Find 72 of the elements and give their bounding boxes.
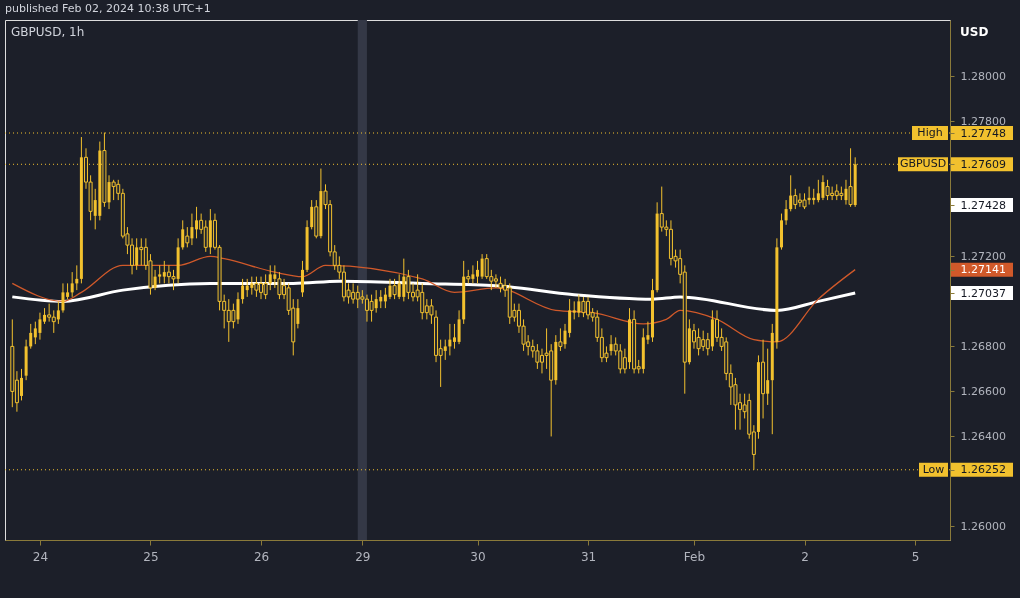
candlestick (241, 278, 245, 305)
candlestick (816, 179, 820, 203)
y-tick-label: 1.26600 (960, 384, 1006, 398)
candlestick (254, 276, 259, 298)
x-tick-label: Feb (683, 549, 706, 564)
candlestick (715, 309, 720, 343)
candlestick (733, 377, 738, 431)
candlestick (56, 300, 60, 325)
candlestick (70, 271, 74, 298)
x-tick-label: 25 (143, 549, 159, 564)
candlestick (33, 321, 37, 345)
candlestick (789, 174, 793, 212)
candlestick (47, 303, 52, 323)
candlestick (300, 260, 304, 298)
candlestick (185, 226, 190, 248)
text: published Feb 02, 2024 10:38 UTC+1 (5, 2, 211, 15)
y-tick-label: 1.27428 (960, 198, 1006, 212)
candlestick (457, 309, 461, 345)
candlestick (793, 188, 798, 210)
y-tick-label: 1.27800 (960, 114, 1006, 128)
candlestick (369, 294, 374, 323)
y-tick-label: 1.27141 (960, 263, 1006, 277)
y-tick-label: 1.28000 (960, 69, 1006, 83)
y-tick-label: 1.27037 (960, 286, 1006, 300)
candlestick (158, 264, 162, 284)
y-tick-label: 1.27200 (960, 249, 1006, 263)
candlestick (443, 339, 447, 361)
candlestick (476, 260, 479, 284)
candlestick (392, 278, 397, 300)
candlestick (29, 323, 33, 350)
x-tick-label: 24 (32, 549, 49, 564)
candlestick (784, 199, 788, 226)
y-tick-label: 1.26252 (960, 463, 1006, 477)
candlestick (406, 269, 411, 300)
x-tick-label: 31 (580, 549, 597, 564)
candlestick (535, 343, 540, 370)
candlestick (51, 309, 56, 334)
candlestick (448, 323, 452, 356)
candlestick (581, 296, 586, 318)
candlestick (618, 343, 623, 374)
candlestick (277, 271, 282, 300)
x-tick-label: 2 (801, 549, 809, 564)
candlestick (268, 264, 272, 291)
ref-line-label: High (917, 126, 943, 139)
x-tick-label: 30 (470, 549, 486, 564)
candlestick (484, 253, 489, 280)
candlestick (139, 237, 144, 266)
x-tick-label: 26 (253, 549, 270, 564)
line-series (11, 255, 856, 343)
y-tick-label: 1.26800 (960, 339, 1006, 353)
candlestick (696, 327, 701, 356)
y-tick-label: 1.26400 (960, 429, 1006, 443)
candlestick (572, 300, 576, 320)
y-tick-label: 1.27609 (960, 157, 1006, 171)
y-axis-title: USD (960, 25, 989, 39)
line-series (10, 279, 857, 312)
ref-line-label: GBPUSD (899, 157, 947, 171)
candlestick (203, 219, 208, 253)
chart-title: GBPUSD, 1h (11, 25, 85, 39)
candlestick (383, 287, 387, 309)
candlestick (452, 323, 456, 350)
y-tick-label: 1.26000 (960, 519, 1006, 533)
candlestick (61, 282, 65, 314)
candlestick (195, 206, 199, 239)
x-tick-label: 5 (911, 549, 920, 564)
candlestick (181, 219, 185, 251)
y-tick-label: 1.27748 (960, 126, 1006, 140)
candlestick (263, 273, 268, 300)
candlestick (825, 179, 830, 201)
ref-line-label: Low (922, 462, 945, 476)
candlestick (38, 312, 42, 341)
x-tick-label: 29 (355, 549, 371, 564)
